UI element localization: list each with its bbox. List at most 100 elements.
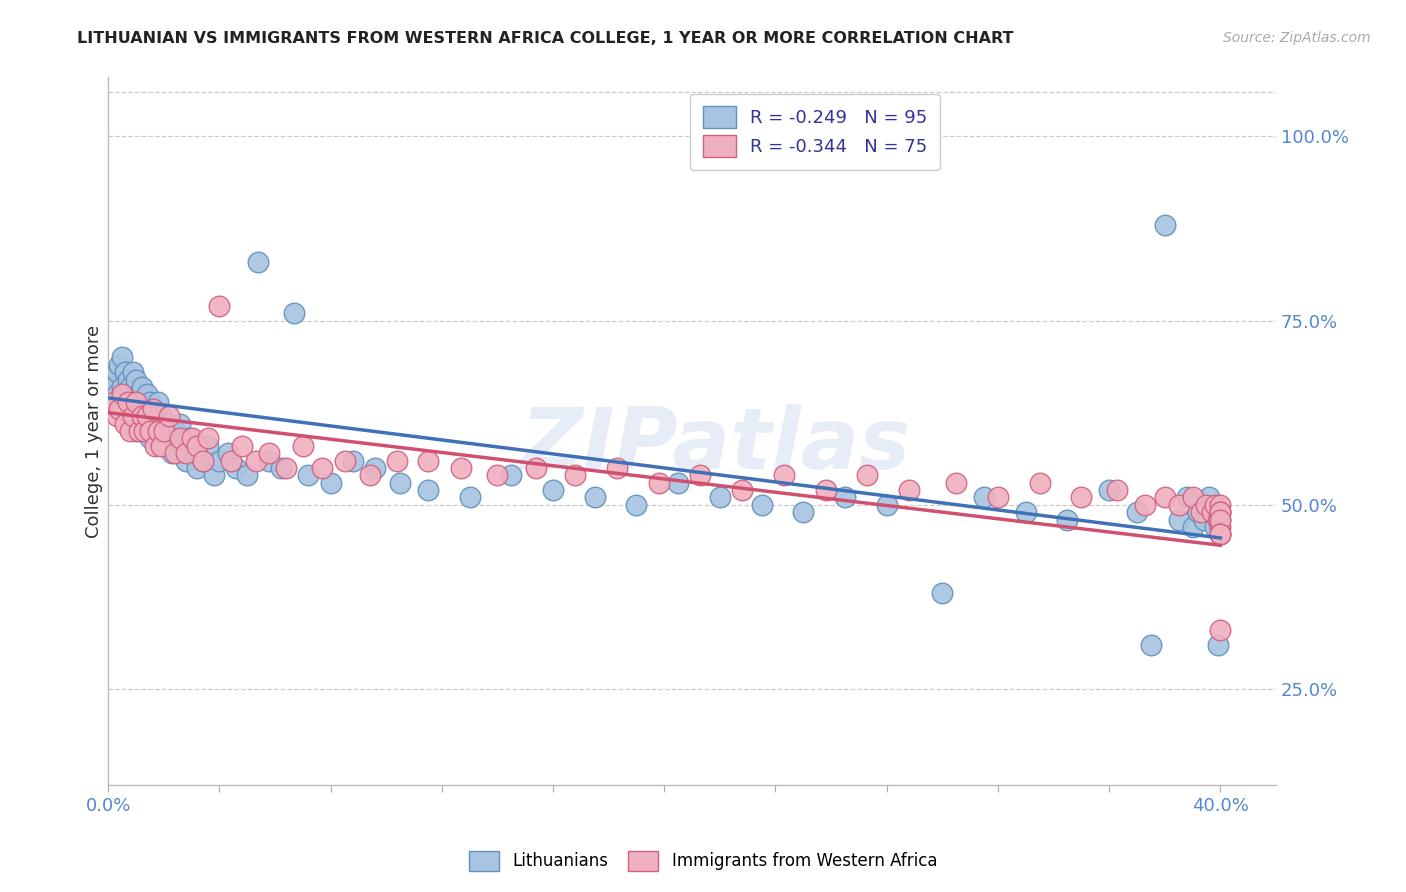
Point <box>134 394 156 409</box>
Point <box>1167 512 1189 526</box>
Point <box>217 446 239 460</box>
Point <box>120 394 142 409</box>
Point <box>814 483 837 497</box>
Point <box>114 417 136 431</box>
Point <box>276 461 298 475</box>
Point <box>342 453 364 467</box>
Point <box>145 439 167 453</box>
Point <box>389 475 412 490</box>
Point <box>128 424 150 438</box>
Point <box>191 453 214 467</box>
Point <box>1098 483 1121 497</box>
Point <box>1206 512 1229 526</box>
Legend: Lithuanians, Immigrants from Western Africa: Lithuanians, Immigrants from Western Afr… <box>461 842 945 880</box>
Point <box>1135 498 1157 512</box>
Point <box>108 358 131 372</box>
Point <box>564 468 586 483</box>
Point <box>125 394 148 409</box>
Point <box>174 453 197 467</box>
Point <box>1204 520 1226 534</box>
Point <box>1070 491 1092 505</box>
Point <box>152 417 174 431</box>
Point <box>163 424 186 438</box>
Point <box>450 461 472 475</box>
Point <box>416 483 439 497</box>
Point <box>150 409 173 424</box>
Point <box>139 432 162 446</box>
Point <box>486 468 509 483</box>
Point <box>1195 498 1218 512</box>
Point <box>834 491 856 505</box>
Point <box>231 439 253 453</box>
Point <box>1189 505 1212 519</box>
Point <box>122 409 145 424</box>
Point <box>666 475 689 490</box>
Point <box>1140 638 1163 652</box>
Point <box>152 439 174 453</box>
Point <box>1209 527 1232 541</box>
Point <box>197 432 219 446</box>
Point <box>180 446 202 460</box>
Point <box>111 351 134 365</box>
Point <box>1167 498 1189 512</box>
Point <box>1201 505 1223 519</box>
Point <box>166 432 188 446</box>
Point <box>103 394 125 409</box>
Point <box>1198 491 1220 505</box>
Point <box>1192 512 1215 526</box>
Point <box>319 475 342 490</box>
Point <box>987 491 1010 505</box>
Point <box>169 417 191 431</box>
Point <box>945 475 967 490</box>
Point <box>1209 527 1232 541</box>
Point <box>100 372 122 386</box>
Point <box>157 417 180 431</box>
Point <box>647 475 669 490</box>
Y-axis label: College, 1 year or more: College, 1 year or more <box>86 325 103 538</box>
Point <box>117 372 139 386</box>
Point <box>136 417 159 431</box>
Point <box>751 498 773 512</box>
Point <box>111 387 134 401</box>
Point <box>208 453 231 467</box>
Point <box>131 409 153 424</box>
Point <box>122 417 145 431</box>
Point <box>416 453 439 467</box>
Point <box>108 402 131 417</box>
Point <box>105 409 128 424</box>
Point <box>111 402 134 417</box>
Point <box>1126 505 1149 519</box>
Point <box>105 365 128 379</box>
Point <box>245 453 267 467</box>
Point <box>114 387 136 401</box>
Text: LITHUANIAN VS IMMIGRANTS FROM WESTERN AFRICA COLLEGE, 1 YEAR OR MORE CORRELATION: LITHUANIAN VS IMMIGRANTS FROM WESTERN AF… <box>77 31 1014 46</box>
Point <box>155 424 177 438</box>
Point <box>225 461 247 475</box>
Point <box>125 372 148 386</box>
Point <box>1107 483 1129 497</box>
Point <box>120 380 142 394</box>
Point <box>1204 498 1226 512</box>
Point <box>973 491 995 505</box>
Point <box>183 439 205 453</box>
Text: Source: ZipAtlas.com: Source: ZipAtlas.com <box>1223 31 1371 45</box>
Point <box>128 387 150 401</box>
Point <box>792 505 814 519</box>
Point <box>148 424 170 438</box>
Point <box>541 483 564 497</box>
Point <box>259 446 281 460</box>
Point <box>1175 491 1198 505</box>
Point <box>1206 638 1229 652</box>
Point <box>125 424 148 438</box>
Point <box>134 424 156 438</box>
Point <box>270 461 292 475</box>
Point <box>359 468 381 483</box>
Point <box>876 498 898 512</box>
Point <box>219 453 242 467</box>
Point <box>856 468 879 483</box>
Point <box>1209 512 1232 526</box>
Point <box>122 365 145 379</box>
Point <box>1209 520 1232 534</box>
Point <box>197 439 219 453</box>
Point <box>128 409 150 424</box>
